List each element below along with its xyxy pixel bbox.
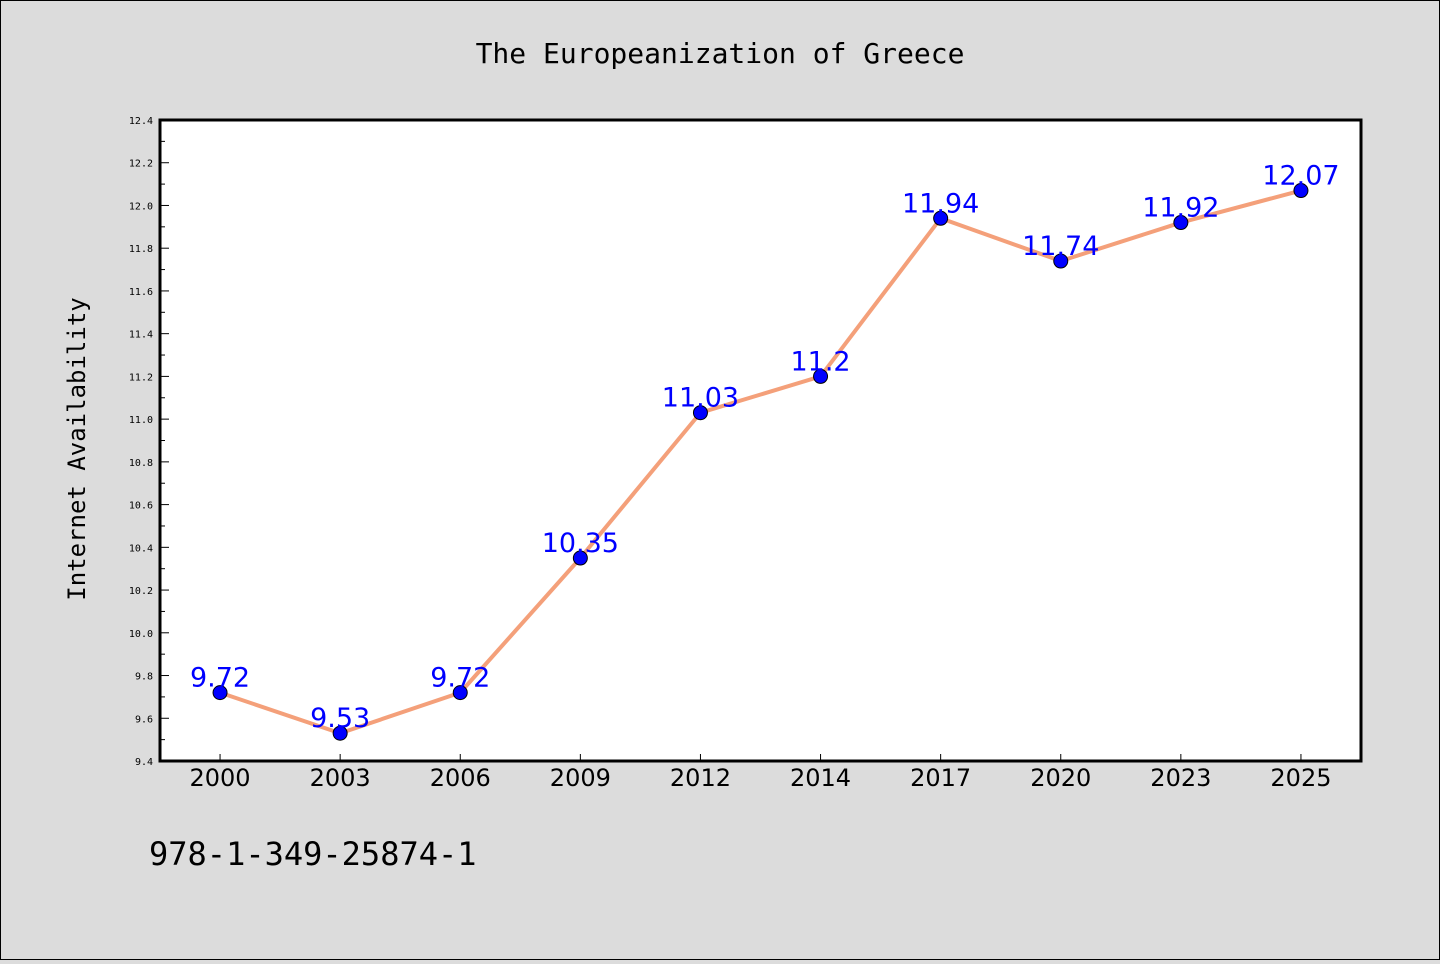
x-tick-label: 2020 bbox=[1030, 764, 1091, 792]
data-point bbox=[1173, 215, 1189, 231]
data-label: 11.74 bbox=[1022, 231, 1099, 262]
x-tick-label: 2000 bbox=[190, 764, 251, 792]
plot-area bbox=[158, 118, 1363, 763]
x-tick-label: 2023 bbox=[1150, 764, 1211, 792]
y-tick-label: 10.8 bbox=[129, 458, 153, 469]
data-point bbox=[692, 405, 708, 421]
y-tick-label: 12.0 bbox=[129, 201, 153, 212]
data-point bbox=[572, 550, 588, 566]
y-tick-label: 12.4 bbox=[129, 116, 153, 127]
y-axis-ticks: 9.4 9.6 9.8 10.0 10.2 10.4 10.6 10.8 11.0 11.2 11.… bbox=[129, 116, 169, 768]
y-tick-label: 10.6 bbox=[129, 501, 153, 512]
chart-title: The Europeanization of Greece bbox=[476, 37, 965, 70]
y-tick-label: 9.4 bbox=[135, 757, 153, 768]
data-point bbox=[813, 368, 829, 384]
x-tick-label: 2025 bbox=[1270, 764, 1331, 792]
data-point bbox=[332, 725, 348, 741]
y-tick-label: 11.4 bbox=[129, 330, 153, 341]
x-tick-label: 2017 bbox=[910, 764, 971, 792]
data-label: 9.53 bbox=[310, 703, 370, 734]
data-point bbox=[933, 210, 949, 226]
x-tick-label: 2003 bbox=[310, 764, 371, 792]
data-label: 11.03 bbox=[662, 383, 739, 414]
data-label: 11.2 bbox=[790, 346, 850, 377]
footer-isbn: 978-1-349-25874-1 bbox=[149, 835, 477, 873]
data-label: 9.72 bbox=[190, 663, 250, 694]
x-tick-label: 2012 bbox=[670, 764, 731, 792]
y-tick-label: 10.2 bbox=[129, 586, 153, 597]
data-label: 9.72 bbox=[430, 663, 490, 694]
data-point bbox=[1293, 183, 1309, 199]
data-label: 11.92 bbox=[1142, 193, 1219, 224]
y-tick-label: 11.6 bbox=[129, 287, 153, 298]
y-axis-label: Internet Availability bbox=[63, 297, 91, 600]
x-tick-label: 2009 bbox=[550, 764, 611, 792]
y-tick-label: 10.0 bbox=[129, 629, 153, 640]
data-label: 10.35 bbox=[542, 528, 619, 559]
data-label: 12.07 bbox=[1262, 161, 1339, 192]
x-axis-ticks: 2000 2003 2006 2009 2012 2014 2017 2020 2023 2025 bbox=[190, 754, 1331, 792]
y-tick-label: 11.0 bbox=[129, 415, 153, 426]
x-tick-label: 2014 bbox=[790, 764, 851, 792]
data-point bbox=[212, 685, 228, 701]
y-tick-label: 11.2 bbox=[129, 372, 153, 383]
y-tick-label: 9.8 bbox=[135, 672, 153, 683]
y-tick-label: 9.6 bbox=[135, 714, 153, 725]
y-tick-label: 10.4 bbox=[129, 543, 153, 554]
data-point bbox=[452, 685, 468, 701]
series-line bbox=[219, 188, 1302, 736]
series-group: 9.72 9.53 9.72 10.35 11.03 11.2 11.94 11.74 11.9… bbox=[190, 161, 1340, 741]
y-tick-label: 12.2 bbox=[129, 159, 153, 170]
y-tick-label: 11.8 bbox=[129, 244, 153, 255]
data-point bbox=[1053, 253, 1069, 269]
data-label: 11.94 bbox=[902, 188, 979, 219]
x-tick-label: 2006 bbox=[430, 764, 491, 792]
